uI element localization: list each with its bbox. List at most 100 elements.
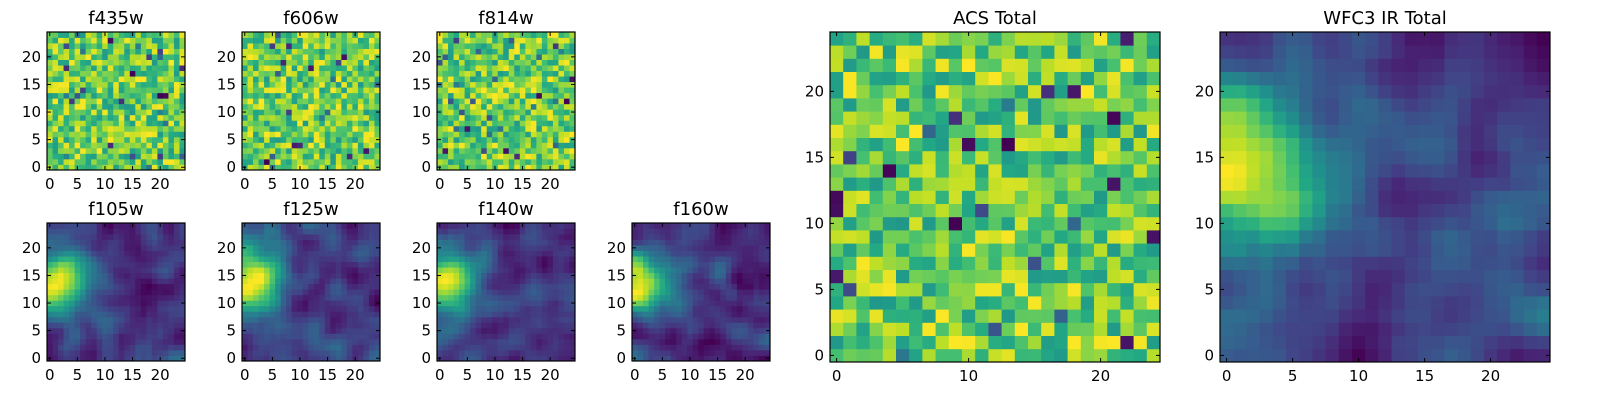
- heatmap-cell: [286, 92, 293, 99]
- heatmap-cell: [269, 43, 276, 49]
- heatmap-cell: [1120, 269, 1134, 284]
- heatmap-cell: [988, 150, 1002, 165]
- heatmap-cell: [464, 272, 471, 279]
- heatmap-cell: [264, 245, 270, 251]
- heatmap-cell: [157, 234, 164, 240]
- heatmap-cell: [519, 316, 526, 323]
- heatmap-cell: [648, 311, 655, 318]
- heatmap-cell: [264, 109, 270, 116]
- heatmap-cell: [563, 98, 570, 105]
- heatmap-cell: [856, 203, 870, 218]
- heatmap-cell: [725, 256, 732, 263]
- heatmap-cell: [714, 256, 721, 263]
- heatmap-cell: [247, 109, 254, 116]
- heatmap-cell: [253, 344, 259, 351]
- heatmap-cell: [503, 322, 510, 329]
- heatmap-cell: [113, 147, 120, 154]
- heatmap-cell: [552, 327, 559, 334]
- heatmap-cell: [731, 289, 738, 296]
- heatmap-cell: [168, 98, 175, 105]
- heatmap-cell: [508, 48, 515, 55]
- heatmap-cell: [286, 316, 293, 323]
- heatmap-cell: [85, 256, 92, 263]
- heatmap-cell: [96, 92, 103, 99]
- heatmap-cell: [286, 114, 293, 121]
- heatmap-cell: [341, 147, 348, 154]
- heatmap-cell: [514, 234, 521, 240]
- heatmap-cell: [475, 103, 482, 110]
- heatmap-cell: [896, 335, 910, 350]
- heatmap-cell: [297, 349, 304, 356]
- heatmap-cell: [470, 54, 477, 60]
- heatmap-cell: [302, 125, 309, 132]
- heatmap-cell: [96, 272, 103, 279]
- heatmap-cell: [676, 234, 683, 240]
- heatmap-cell: [368, 327, 375, 334]
- heatmap-cell: [563, 272, 570, 279]
- heatmap-cell: [459, 256, 465, 263]
- heatmap-cell: [681, 234, 688, 240]
- heatmap-cell: [459, 250, 465, 257]
- heatmap-cell: [124, 164, 131, 171]
- heatmap-cell: [129, 103, 136, 110]
- heatmap-cell: [91, 70, 98, 77]
- heatmap-cell: [357, 70, 364, 77]
- heatmap-cell: [552, 125, 559, 132]
- heatmap-cell: [308, 234, 315, 240]
- heatmap-cell: [764, 289, 771, 296]
- heatmap-cell: [151, 92, 158, 99]
- heatmap-cell: [558, 120, 565, 127]
- heatmap-cell: [882, 203, 897, 218]
- heatmap-cell: [297, 311, 304, 318]
- heatmap-cell: [357, 142, 364, 149]
- heatmap-cell: [146, 98, 153, 105]
- heatmap-cell: [563, 228, 570, 235]
- heatmap-cell: [632, 311, 638, 318]
- heatmap-cell: [330, 300, 337, 307]
- heatmap-cell: [247, 256, 254, 263]
- heatmap-cell: [302, 32, 309, 38]
- heatmap-cell: [74, 158, 81, 165]
- heatmap-cell: [168, 136, 175, 143]
- heatmap-cell: [151, 109, 158, 116]
- heatmap-cell: [453, 87, 460, 94]
- heatmap-cell: [1120, 216, 1134, 231]
- heatmap-cell: [497, 349, 504, 356]
- heatmap-cell: [497, 289, 504, 296]
- heatmap-cell: [96, 81, 103, 88]
- heatmap-cell: [1041, 190, 1055, 204]
- heatmap-cell: [508, 234, 515, 240]
- heatmap-cell: [758, 278, 765, 285]
- heatmap-cell: [747, 267, 754, 274]
- heatmap-cell: [102, 228, 109, 235]
- heatmap-cell: [297, 147, 304, 154]
- heatmap-cell: [569, 65, 576, 72]
- x-tick-label: 20: [151, 366, 170, 384]
- heatmap-cell: [129, 70, 136, 77]
- heatmap-cell: [313, 164, 320, 171]
- heatmap-cell: [363, 349, 370, 356]
- heatmap-cell: [714, 327, 721, 334]
- heatmap-cell: [247, 283, 254, 290]
- heatmap-cell: [173, 283, 180, 290]
- heatmap-cell: [297, 278, 304, 285]
- y-tick-label: 10: [217, 294, 236, 312]
- heatmap-cell: [107, 120, 114, 127]
- heatmap-cell: [481, 65, 488, 72]
- heatmap-cell: [481, 311, 488, 318]
- heatmap-cell: [102, 43, 109, 49]
- heatmap-cell: [324, 76, 331, 83]
- heatmap-cell: [118, 103, 125, 110]
- heatmap-cell: [536, 256, 543, 263]
- heatmap-cell: [124, 344, 131, 351]
- heatmap-cell: [470, 228, 477, 235]
- heatmap-cell: [58, 131, 64, 138]
- heatmap-cell: [486, 272, 493, 279]
- heatmap-cell: [508, 109, 515, 116]
- heatmap-cell: [1041, 164, 1055, 178]
- heatmap-cell: [552, 158, 559, 165]
- heatmap-cell: [547, 300, 554, 307]
- heatmap-cell: [253, 59, 259, 66]
- heatmap-cell: [102, 327, 109, 334]
- heatmap-cell: [173, 103, 180, 110]
